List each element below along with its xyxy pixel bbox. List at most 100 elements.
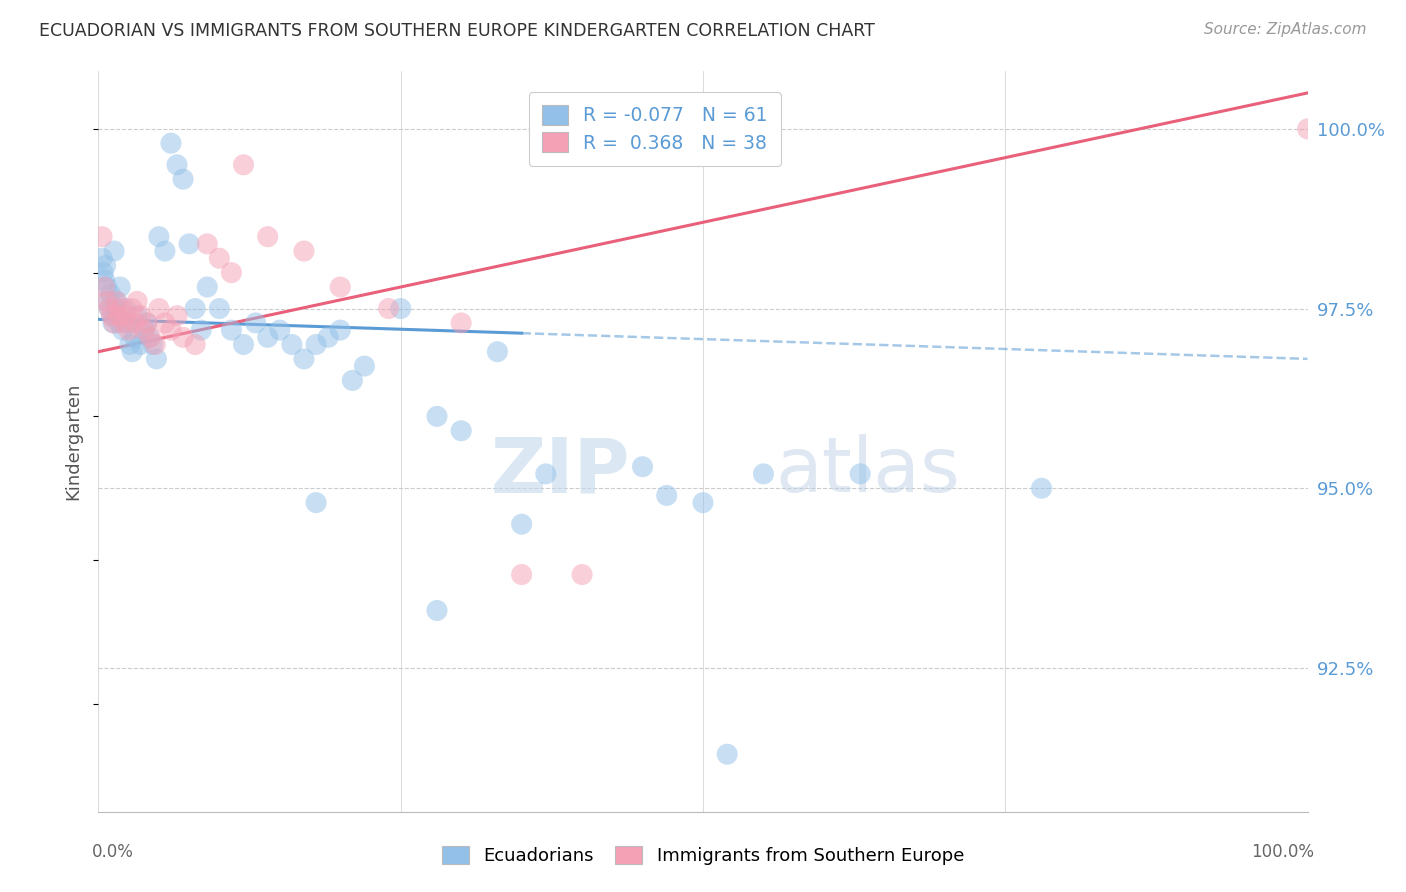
Point xyxy=(450,316,472,330)
Point xyxy=(190,323,212,337)
Point xyxy=(849,467,872,481)
Legend: R = -0.077   N = 61, R =  0.368   N = 38: R = -0.077 N = 61, R = 0.368 N = 38 xyxy=(529,92,780,166)
Point xyxy=(117,316,139,330)
Point xyxy=(124,316,146,330)
Point xyxy=(245,316,267,330)
Point xyxy=(208,252,231,266)
Point xyxy=(166,158,188,172)
Point xyxy=(110,301,132,316)
Point xyxy=(153,244,176,258)
Point xyxy=(269,323,291,337)
Point xyxy=(115,309,138,323)
Point xyxy=(103,244,125,258)
Point xyxy=(121,344,143,359)
Point xyxy=(160,323,183,337)
Point xyxy=(232,158,254,172)
Point xyxy=(104,301,127,316)
Point xyxy=(93,280,115,294)
Point xyxy=(98,301,121,316)
Legend: Ecuadorians, Immigrants from Southern Europe: Ecuadorians, Immigrants from Southern Eu… xyxy=(430,835,976,876)
Point xyxy=(305,495,328,509)
Point xyxy=(292,351,315,366)
Point xyxy=(256,229,278,244)
Point xyxy=(134,323,156,337)
Point xyxy=(486,344,509,359)
Text: ZIP: ZIP xyxy=(491,434,630,508)
Point xyxy=(329,280,352,294)
Point xyxy=(172,172,194,186)
Point xyxy=(101,316,124,330)
Point xyxy=(129,309,152,323)
Point xyxy=(112,316,135,330)
Point xyxy=(124,330,146,344)
Point xyxy=(377,301,399,316)
Point xyxy=(716,747,738,762)
Point xyxy=(342,374,364,388)
Point xyxy=(100,309,122,323)
Point xyxy=(184,301,207,316)
Point xyxy=(232,337,254,351)
Point xyxy=(172,330,194,344)
Point xyxy=(510,517,533,532)
Text: 0.0%: 0.0% xyxy=(91,843,134,861)
Point xyxy=(153,316,176,330)
Point xyxy=(208,301,231,316)
Point xyxy=(316,330,339,344)
Point xyxy=(91,252,114,266)
Point xyxy=(96,294,118,309)
Point xyxy=(121,301,143,316)
Point xyxy=(1031,481,1053,495)
Point xyxy=(145,351,167,366)
Point xyxy=(195,236,218,251)
Point xyxy=(105,294,128,309)
Y-axis label: Kindergarten: Kindergarten xyxy=(65,383,83,500)
Text: atlas: atlas xyxy=(776,434,960,508)
Point xyxy=(184,337,207,351)
Point xyxy=(139,330,162,344)
Point xyxy=(148,229,170,244)
Point xyxy=(353,359,375,373)
Point xyxy=(281,337,304,351)
Point xyxy=(138,330,160,344)
Point xyxy=(292,244,315,258)
Point xyxy=(655,488,678,502)
Point xyxy=(91,229,114,244)
Point xyxy=(450,424,472,438)
Point xyxy=(160,136,183,151)
Point xyxy=(91,266,114,280)
Point xyxy=(143,337,166,351)
Point xyxy=(118,337,141,351)
Text: 100.0%: 100.0% xyxy=(1251,843,1315,861)
Point xyxy=(571,567,593,582)
Point xyxy=(1296,121,1319,136)
Point xyxy=(127,309,149,323)
Point xyxy=(510,567,533,582)
Point xyxy=(127,294,149,309)
Point xyxy=(134,323,156,337)
Point xyxy=(631,459,654,474)
Point xyxy=(118,323,141,337)
Point xyxy=(93,273,115,287)
Point xyxy=(111,323,134,337)
Point xyxy=(148,301,170,316)
Point xyxy=(195,280,218,294)
Text: ECUADORIAN VS IMMIGRANTS FROM SOUTHERN EUROPE KINDERGARTEN CORRELATION CHART: ECUADORIAN VS IMMIGRANTS FROM SOUTHERN E… xyxy=(39,22,876,40)
Point xyxy=(179,236,201,251)
Point xyxy=(100,287,122,301)
Point xyxy=(107,309,129,323)
Point xyxy=(305,337,328,351)
Point xyxy=(752,467,775,481)
Point xyxy=(94,259,117,273)
Point xyxy=(221,266,243,280)
Point xyxy=(142,337,165,351)
Point xyxy=(135,316,157,330)
Point xyxy=(96,280,118,294)
Point xyxy=(329,323,352,337)
Point xyxy=(166,309,188,323)
Point xyxy=(108,309,131,323)
Point xyxy=(114,301,136,316)
Point xyxy=(108,316,131,330)
Point xyxy=(129,337,152,351)
Point xyxy=(108,280,131,294)
Point xyxy=(426,409,449,424)
